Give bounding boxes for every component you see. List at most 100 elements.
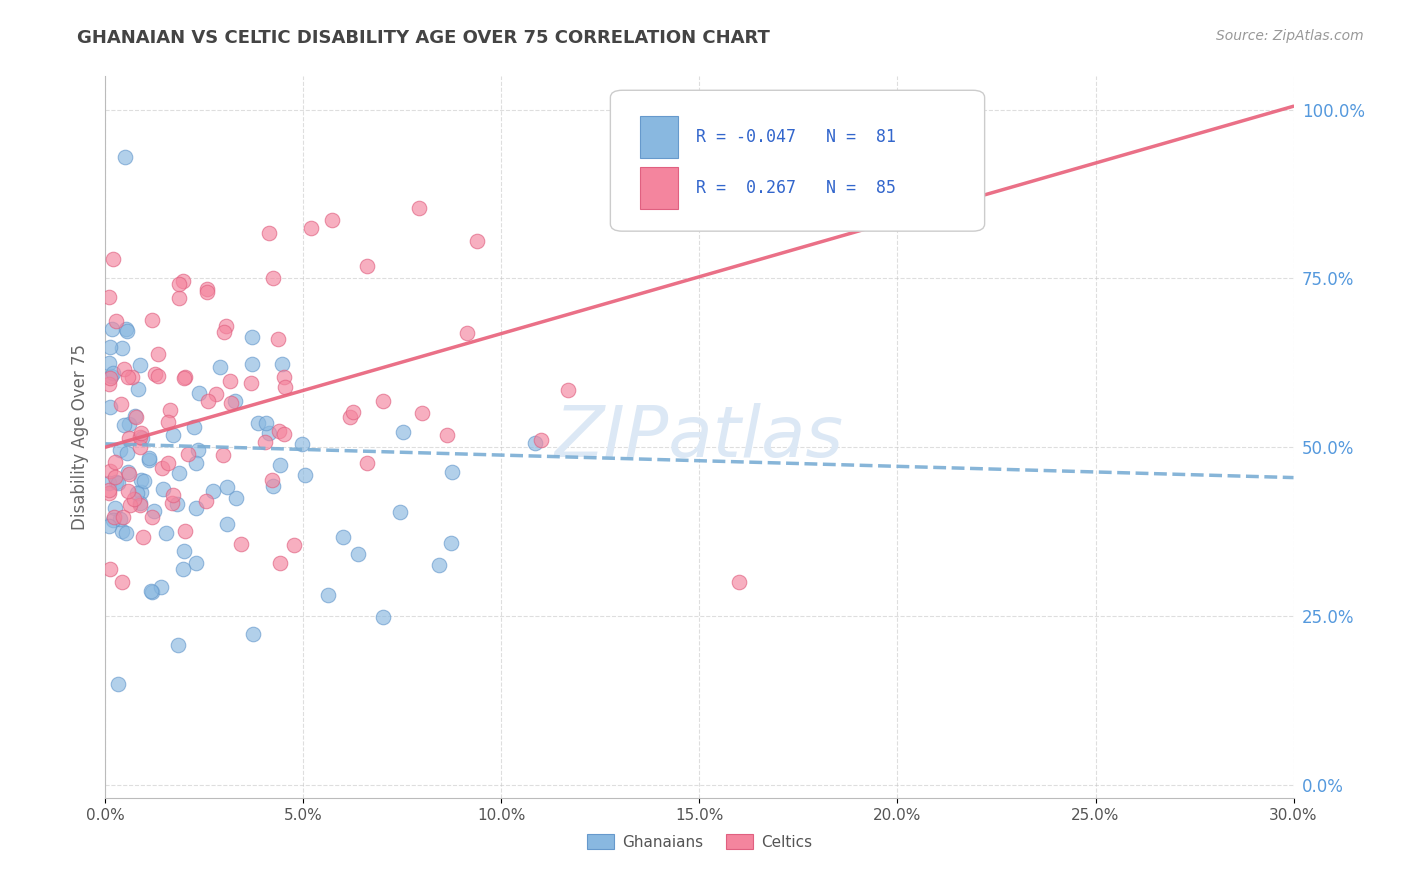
Point <box>173 371 195 385</box>
Point <box>128 496 150 510</box>
Point <box>104 500 127 515</box>
Point <box>128 358 150 372</box>
Point <box>125 410 148 425</box>
Point <box>408 202 430 216</box>
Point <box>356 456 378 470</box>
Text: R = -0.047   N =  81: R = -0.047 N = 81 <box>696 128 896 146</box>
Point <box>728 575 751 590</box>
Point <box>131 432 153 446</box>
Point <box>103 510 125 524</box>
Point <box>111 574 134 589</box>
Point <box>98 290 121 304</box>
Point <box>274 380 297 394</box>
Point <box>254 416 277 430</box>
Text: R =  0.267   N =  85: R = 0.267 N = 85 <box>696 178 896 197</box>
Point <box>141 509 163 524</box>
Point <box>184 456 207 470</box>
Point <box>128 441 150 455</box>
Point <box>110 442 132 457</box>
Point <box>104 469 127 483</box>
Point <box>356 259 378 273</box>
Point <box>167 277 190 291</box>
Point <box>98 377 121 392</box>
Point <box>150 461 173 475</box>
Point <box>240 330 263 344</box>
Point <box>104 314 127 328</box>
Legend: Ghanaians, Celtics: Ghanaians, Celtics <box>581 828 818 855</box>
Point <box>120 498 142 512</box>
Point <box>101 513 124 527</box>
Point <box>127 382 149 396</box>
Point <box>215 318 238 333</box>
Point <box>262 270 284 285</box>
Point <box>347 547 370 561</box>
Point <box>98 464 121 478</box>
Point <box>219 374 242 388</box>
Point <box>138 451 160 466</box>
Point <box>146 347 169 361</box>
Point <box>184 500 207 515</box>
FancyBboxPatch shape <box>640 116 678 158</box>
Point <box>107 475 129 490</box>
Point <box>103 252 125 267</box>
Point <box>162 488 184 502</box>
Point <box>214 326 236 340</box>
Point <box>436 428 458 442</box>
Point <box>118 467 141 481</box>
Point <box>143 504 166 518</box>
Point <box>441 465 464 479</box>
Point <box>124 491 146 506</box>
Point <box>124 409 146 423</box>
Point <box>114 526 136 541</box>
Point <box>208 359 231 374</box>
Point <box>174 524 197 538</box>
Point <box>150 580 173 594</box>
Point <box>139 583 162 598</box>
Point <box>177 447 200 461</box>
Point <box>98 485 121 500</box>
Point <box>111 341 134 355</box>
Point <box>242 627 264 641</box>
Point <box>557 383 579 397</box>
Point <box>332 530 354 544</box>
Point <box>197 394 219 409</box>
Point <box>131 473 153 487</box>
Point <box>187 442 209 457</box>
FancyBboxPatch shape <box>640 167 678 209</box>
Point <box>291 437 314 451</box>
Point <box>112 362 135 376</box>
Point <box>118 417 141 431</box>
Point <box>427 558 450 573</box>
Point <box>129 498 152 512</box>
Point <box>294 468 316 483</box>
Point <box>114 322 136 336</box>
Point <box>167 638 190 652</box>
Point <box>205 387 228 401</box>
Point <box>115 446 138 460</box>
Point <box>98 562 121 576</box>
Point <box>110 512 132 526</box>
Point <box>195 282 218 296</box>
Point <box>174 370 197 384</box>
Point <box>371 394 394 409</box>
FancyBboxPatch shape <box>610 90 984 231</box>
Point <box>111 510 134 524</box>
Point <box>104 475 127 490</box>
Point <box>160 496 183 510</box>
Point <box>143 368 166 382</box>
Point <box>262 479 284 493</box>
Point <box>240 357 263 371</box>
Point <box>156 416 179 430</box>
Point <box>523 435 546 450</box>
Point <box>271 357 294 371</box>
Point <box>98 356 121 370</box>
Point <box>157 457 180 471</box>
Point <box>117 465 139 479</box>
Point <box>321 213 343 227</box>
Point <box>339 409 361 424</box>
Point <box>112 417 135 432</box>
Point <box>273 426 295 441</box>
Point <box>167 291 190 305</box>
Point <box>118 431 141 445</box>
Point <box>134 474 156 488</box>
